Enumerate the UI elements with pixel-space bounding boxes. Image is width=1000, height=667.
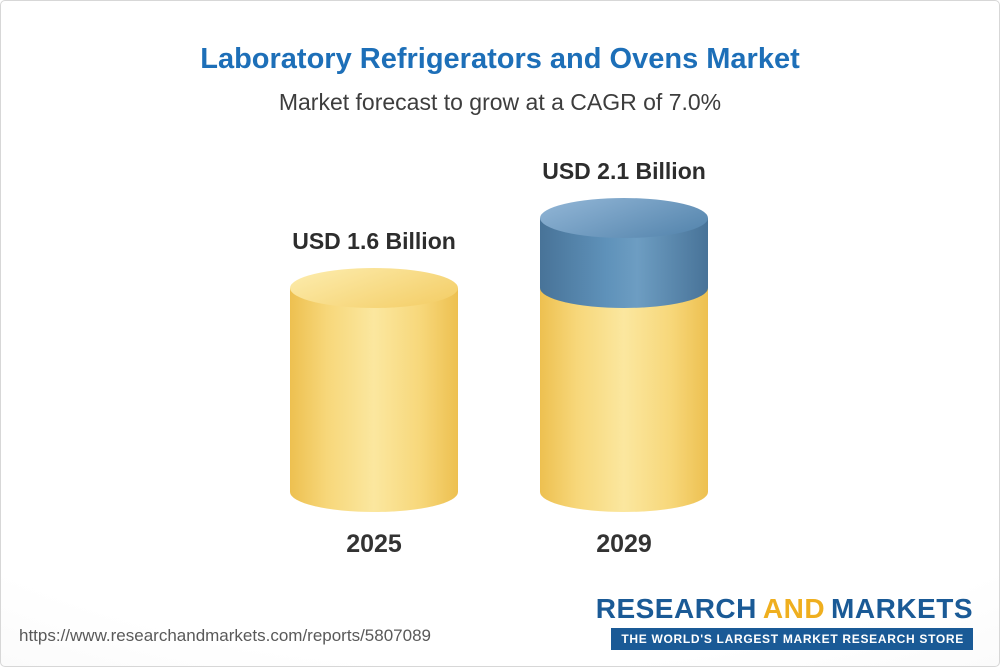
logo-tagline: THE WORLD'S LARGEST MARKET RESEARCH STOR…: [611, 628, 973, 650]
x-axis-label-2029: 2029: [596, 530, 652, 558]
logo-word-research: RESEARCH: [595, 593, 757, 624]
bar-group-2029: USD 2.1 Billion 2029: [540, 158, 708, 559]
x-axis-label-2025: 2025: [346, 530, 402, 558]
chart-subtitle: Market forecast to grow at a CAGR of 7.0…: [278, 89, 722, 115]
bar-value-label-2025: USD 1.6 Billion: [292, 228, 456, 254]
cylinder-top-face-2025: [290, 268, 458, 308]
bar-value-label-2029: USD 2.1 Billion: [542, 158, 706, 184]
cylinder-body-2025: [290, 288, 458, 512]
chart-title: Laboratory Refrigerators and Ovens Marke…: [200, 43, 800, 75]
company-logo: RESEARCH AND MARKETS THE WORLD'S LARGEST M…: [596, 595, 973, 650]
logo-word-and: AND: [762, 593, 826, 624]
bar-cylinder-2025: [290, 268, 458, 512]
report-url-link[interactable]: https://www.researchandmarkets.com/repor…: [19, 626, 431, 645]
bar-cylinder-2029: [540, 198, 708, 512]
logo-word-markets: MARKETS: [831, 593, 973, 624]
logo-wordmark: RESEARCH AND MARKETS: [596, 595, 973, 623]
bar-group-2025: USD 1.6 Billion 2025: [290, 228, 458, 559]
cylinder-top-face-2029: [540, 198, 708, 238]
